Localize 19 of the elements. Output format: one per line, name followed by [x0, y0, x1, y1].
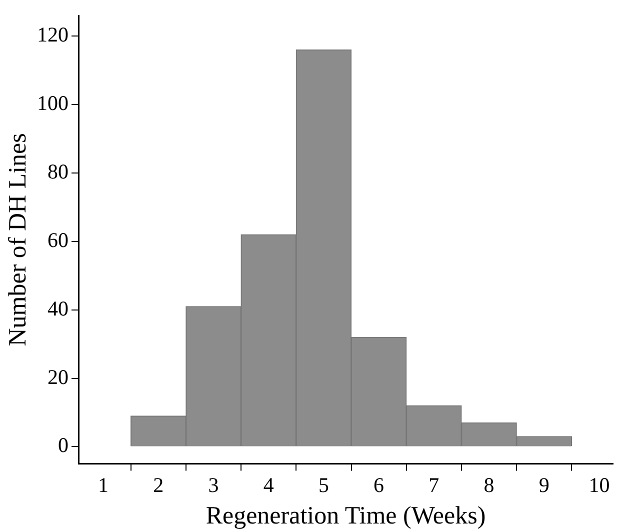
x-tick-label: 1 [98, 472, 109, 497]
x-tick-label: 5 [318, 472, 329, 497]
y-tick-label: 0 [58, 433, 68, 458]
x-tick-label: 10 [588, 472, 610, 497]
y-tick-label: 120 [37, 22, 68, 47]
x-axis-title: Regeneration Time (Weeks) [206, 502, 486, 530]
x-tick-label: 6 [374, 472, 384, 497]
x-tick-label: 2 [153, 472, 164, 497]
y-tick-label: 40 [48, 296, 68, 320]
x-tick-label: 4 [263, 472, 274, 497]
y-tick-label: 100 [37, 91, 68, 116]
x-tick-label: 3 [208, 472, 219, 497]
y-axis-title: Number of DH Lines [4, 133, 32, 346]
y-tick-label: 20 [48, 364, 68, 389]
y-tick-label: 80 [48, 160, 68, 184]
y-tick-label: 60 [48, 228, 68, 252]
x-tick-label: 8 [484, 472, 494, 497]
x-tick-label: 9 [538, 472, 550, 497]
x-tick-label: 7 [428, 472, 440, 497]
